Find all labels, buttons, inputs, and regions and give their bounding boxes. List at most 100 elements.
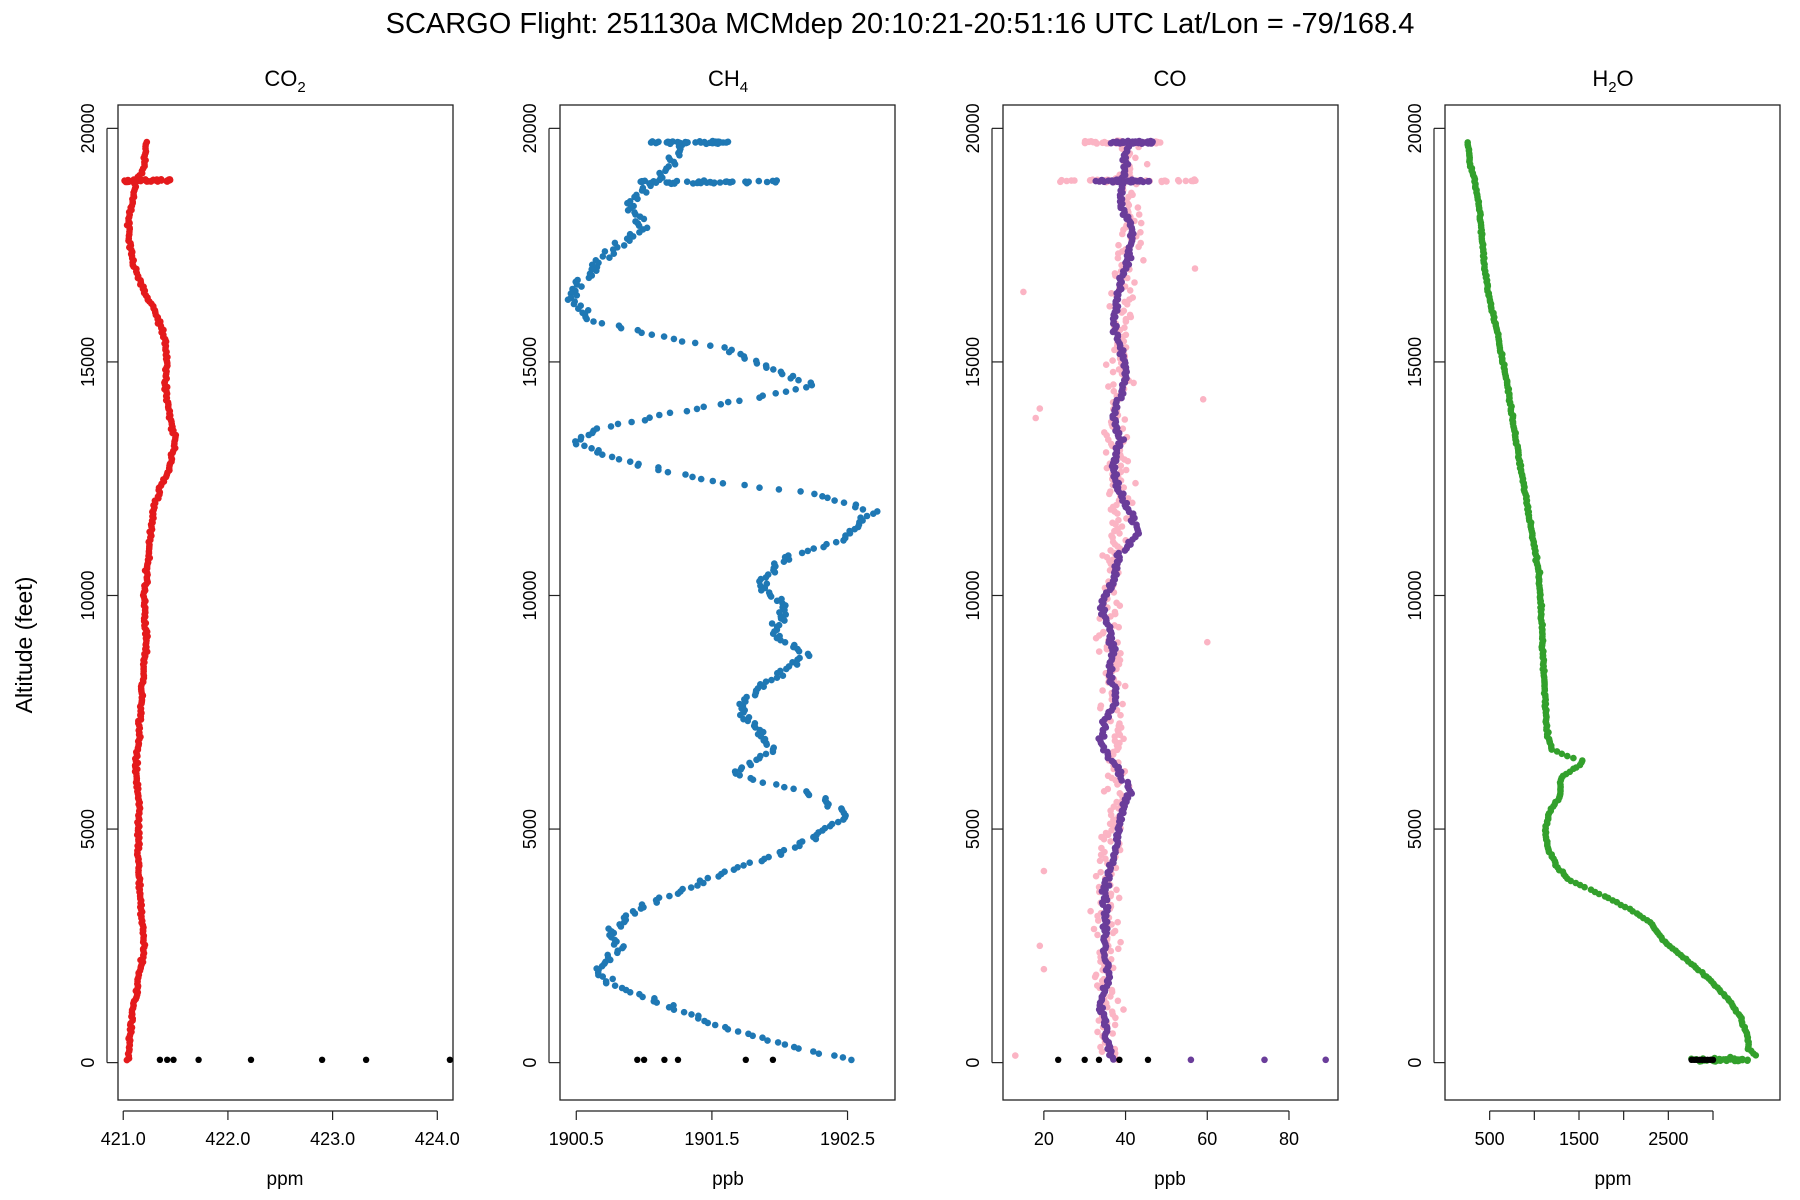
data-point	[130, 176, 138, 183]
data-point	[1558, 750, 1566, 758]
data-point	[1581, 883, 1588, 891]
data-point	[819, 493, 826, 500]
data-point	[1105, 383, 1112, 390]
data-point	[675, 139, 683, 146]
data-point	[1134, 204, 1142, 211]
data-point	[631, 910, 639, 917]
data-point	[617, 923, 625, 930]
data-point	[1132, 479, 1139, 487]
data-point	[614, 420, 622, 428]
data-point	[614, 949, 621, 957]
data-point	[149, 177, 156, 184]
data-point	[670, 335, 678, 343]
data-point	[1094, 931, 1101, 939]
data-point	[641, 417, 649, 424]
data-point	[1121, 416, 1129, 423]
y-tick-label: 15000	[1405, 337, 1425, 387]
data-point	[795, 648, 803, 655]
panel-title-subscript: 2	[1608, 79, 1616, 96]
data-point	[446, 1056, 454, 1064]
data-point	[743, 179, 751, 187]
y-tick-label: 0	[78, 1058, 98, 1068]
data-point	[794, 656, 801, 663]
data-point	[170, 1056, 177, 1064]
data-point	[608, 453, 616, 461]
data-point	[694, 1015, 702, 1022]
data-point	[815, 1050, 823, 1057]
data-point	[839, 1054, 847, 1061]
data-point	[779, 672, 787, 679]
data-point	[626, 989, 634, 996]
data-point	[749, 776, 757, 783]
data-point	[1092, 634, 1100, 642]
data-point	[771, 569, 779, 576]
x-tick-label: 1902.5	[820, 1129, 875, 1149]
data-point	[811, 490, 818, 498]
y-tick-label: 20000	[520, 103, 540, 153]
data-point	[1144, 178, 1152, 185]
data-point	[1189, 177, 1197, 185]
data-point	[1120, 139, 1128, 146]
data-point	[768, 620, 776, 627]
data-point	[741, 481, 748, 489]
data-point	[1103, 896, 1111, 904]
y-tick-label: 10000	[520, 570, 540, 620]
data-point	[617, 324, 625, 332]
data-point	[620, 242, 628, 249]
data-point	[709, 477, 717, 485]
data-point	[1595, 890, 1603, 898]
panel-co2: CO2 ppm 0 5000 10000 15000 20000 421.0 422.0 42…	[78, 66, 460, 1190]
data-point	[1187, 1056, 1195, 1064]
x-tick-label: 2500	[1648, 1129, 1688, 1149]
data-point	[649, 138, 656, 145]
x-tick-label: 80	[1279, 1129, 1299, 1149]
data-point	[755, 177, 763, 185]
data-point	[753, 360, 761, 367]
data-point	[1120, 735, 1127, 743]
data-point	[717, 401, 725, 408]
data-point	[599, 253, 607, 260]
data-point	[1101, 733, 1108, 740]
data-point	[704, 1019, 712, 1027]
data-point	[803, 384, 810, 391]
data-point	[1123, 301, 1131, 308]
data-point	[715, 873, 722, 880]
data-point	[610, 941, 618, 948]
data-point	[852, 503, 859, 511]
data-point	[688, 1011, 695, 1018]
data-point	[628, 418, 635, 426]
data-point	[767, 593, 775, 600]
data-point	[1174, 176, 1182, 184]
y-tick-label: 0	[963, 1058, 983, 1068]
data-point	[721, 344, 728, 351]
data-series	[1464, 139, 1760, 1065]
data-point	[812, 835, 820, 843]
data-point	[1119, 700, 1126, 708]
data-point	[1182, 177, 1190, 185]
data-point	[831, 497, 838, 504]
x-tick-label: 20	[1034, 1129, 1054, 1149]
data-point	[638, 329, 645, 337]
data-point	[666, 892, 673, 900]
data-point	[607, 423, 615, 430]
data-point	[782, 388, 790, 396]
data-series	[1688, 1056, 1717, 1064]
data-point	[143, 178, 151, 185]
data-point	[195, 1056, 202, 1064]
data-point	[1111, 1021, 1119, 1029]
data-point	[763, 364, 770, 372]
data-point	[1095, 917, 1102, 924]
panel-title-main: CO	[264, 66, 297, 91]
data-point	[773, 781, 780, 788]
data-point	[1110, 387, 1118, 395]
plot-frame	[117, 104, 454, 1101]
panel-title-subscript: 2	[297, 79, 305, 96]
data-point	[781, 1041, 789, 1048]
y-tick-label: 15000	[963, 337, 983, 387]
data-series	[156, 1056, 454, 1064]
data-point	[1040, 965, 1048, 973]
data-point	[1100, 835, 1108, 843]
data-point	[1107, 947, 1115, 955]
data-point	[1135, 243, 1142, 251]
data-point	[639, 993, 646, 1001]
